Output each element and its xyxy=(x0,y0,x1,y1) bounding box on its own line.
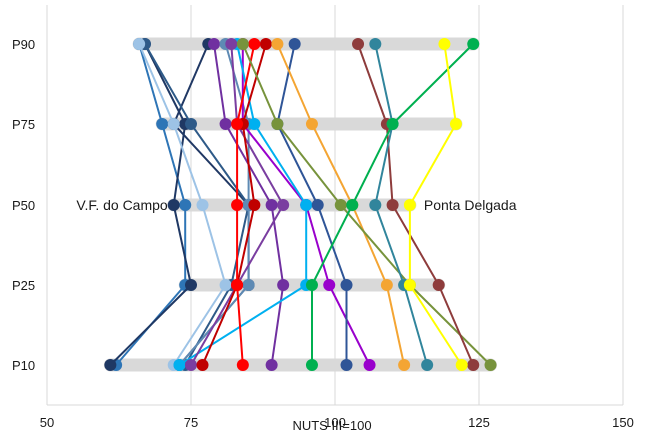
x-tick-label-75: 75 xyxy=(184,415,198,430)
x-tick-label-50: 50 xyxy=(40,415,54,430)
series-19-point-p50 xyxy=(403,199,416,211)
series-17-point-p90 xyxy=(369,38,382,50)
series-14-point-p90 xyxy=(248,38,261,50)
x-tick-label-150: 150 xyxy=(612,415,634,430)
series-11-point-p10 xyxy=(196,359,209,371)
series-11-point-p90 xyxy=(259,38,272,50)
series-8-point-p10 xyxy=(363,359,376,371)
series-15-point-p75 xyxy=(271,118,284,130)
category-labels: P90 P75 P50 P25 P10 xyxy=(12,37,35,373)
series-6-point-p25 xyxy=(277,279,290,291)
series-9-point-p50 xyxy=(300,199,313,211)
series-16-point-p90 xyxy=(352,38,365,50)
category-label-p75: P75 xyxy=(12,117,35,132)
series-16-point-p10 xyxy=(467,359,480,371)
series-19-point-p10 xyxy=(455,359,468,371)
series-5-point-p50 xyxy=(196,199,209,211)
series-lines xyxy=(104,38,497,371)
series-14-point-p50 xyxy=(231,199,244,211)
series-10-point-p90 xyxy=(225,38,238,50)
series-10-point-p10 xyxy=(185,359,197,371)
category-label-p90: P90 xyxy=(12,37,35,52)
category-label-p10: P10 xyxy=(12,358,35,373)
series-2-point-p25 xyxy=(185,279,197,291)
series-9-point-p10 xyxy=(173,359,186,371)
series-6-point-p75 xyxy=(219,118,232,130)
series-5-point-p25 xyxy=(219,279,232,291)
series-17-point-p50 xyxy=(369,199,382,211)
series-15-point-p10 xyxy=(484,359,497,371)
category-label-p50: P50 xyxy=(12,198,35,213)
series-14-point-p75 xyxy=(231,118,244,130)
series-18-point-p10 xyxy=(305,359,318,371)
series-12-point-p25 xyxy=(340,279,353,291)
series-11-point-p50 xyxy=(248,199,261,211)
series-18-point-p50 xyxy=(346,199,359,211)
series-14-point-p25 xyxy=(231,279,244,291)
series-13-point-p75 xyxy=(305,118,318,130)
series-9-point-p75 xyxy=(248,118,261,130)
series-18-point-p90 xyxy=(467,38,480,50)
annotations: V.F. do Campo Ponta Delgada xyxy=(76,197,516,213)
series-19-point-p75 xyxy=(449,118,462,130)
series-10-point-p50 xyxy=(277,199,290,211)
series-13-point-p25 xyxy=(380,279,393,291)
x-tick-label-100: 100 xyxy=(324,415,346,430)
x-axis-label: NUTS III=100 xyxy=(292,418,371,433)
series-2-point-p10 xyxy=(104,359,117,371)
series-12-point-p50 xyxy=(311,199,324,211)
annotation-2: Ponta Delgada xyxy=(424,197,517,213)
series-8-point-p25 xyxy=(323,279,336,291)
x-tick-label-125: 125 xyxy=(468,415,490,430)
series-12 xyxy=(271,38,353,371)
series-12-point-p10 xyxy=(340,359,353,371)
series-18-point-p25 xyxy=(305,279,318,291)
series-6 xyxy=(208,38,290,371)
series-17-point-p10 xyxy=(421,359,434,371)
series-19-point-p25 xyxy=(403,279,416,291)
series-1-point-p75 xyxy=(156,118,169,130)
x-tick-labels: 50 75 100 125 150 xyxy=(40,415,634,430)
series-18-point-p75 xyxy=(386,118,399,130)
series-12-point-p90 xyxy=(288,38,301,50)
series-5-point-p90 xyxy=(133,38,146,50)
series-6-point-p90 xyxy=(208,38,221,50)
category-label-p25: P25 xyxy=(12,278,35,293)
series-13-point-p90 xyxy=(271,38,284,50)
series-16-point-p25 xyxy=(432,279,445,291)
series-15-point-p90 xyxy=(236,38,249,50)
series-1-point-p50 xyxy=(179,199,192,211)
series-7-point-p25 xyxy=(242,279,255,291)
series-6-point-p50 xyxy=(265,199,278,211)
series-2-point-p50 xyxy=(167,199,180,211)
series-6-point-p10 xyxy=(265,359,278,371)
series-14-point-p10 xyxy=(236,359,249,371)
series-5-point-p75 xyxy=(167,118,180,130)
annotation-1: V.F. do Campo xyxy=(76,197,168,213)
series-18 xyxy=(305,38,480,371)
series-16-point-p50 xyxy=(386,199,399,211)
series-19 xyxy=(403,38,468,371)
series-15-point-p50 xyxy=(334,199,347,211)
series-14 xyxy=(231,38,261,371)
series-13-point-p10 xyxy=(398,359,411,371)
series-4-point-p75 xyxy=(185,118,197,130)
series-19-point-p90 xyxy=(438,38,451,50)
